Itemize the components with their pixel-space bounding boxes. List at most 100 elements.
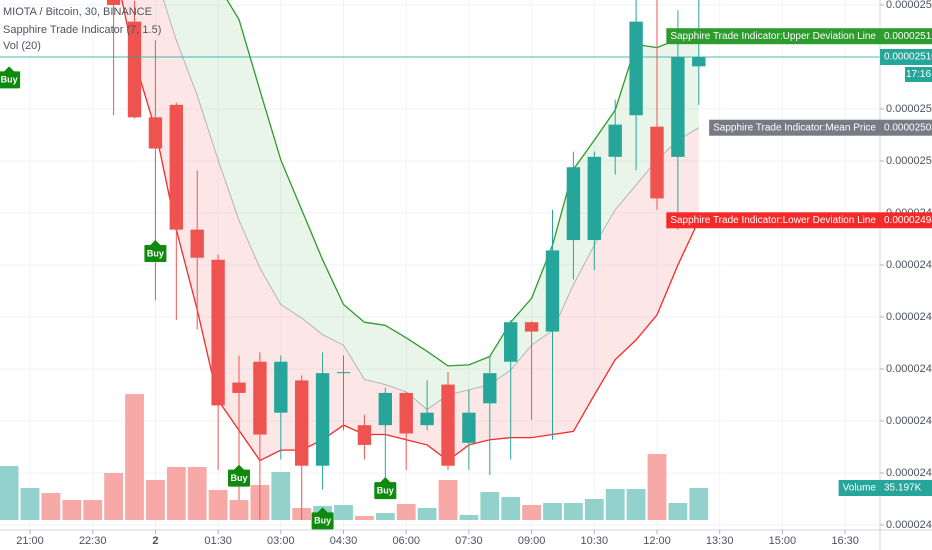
volume-bar xyxy=(668,503,688,520)
candle-body xyxy=(106,0,121,5)
x-tick-label: 07:30 xyxy=(455,535,483,547)
volume-bar xyxy=(0,466,19,520)
volume-value-tag-box xyxy=(880,480,932,497)
candle-body xyxy=(692,56,706,67)
volume-bar xyxy=(626,489,646,520)
volume-bar xyxy=(166,467,186,520)
volume-bar xyxy=(271,472,291,520)
indicator-line xyxy=(162,0,700,411)
y-tick-label: 0.00002490 xyxy=(886,259,932,271)
y-tick-label: 0.00002515 xyxy=(886,0,932,11)
buy-marker xyxy=(311,507,334,530)
candle-body xyxy=(357,425,372,445)
candle-body xyxy=(211,259,225,406)
y-tick-label: 0.00002480 xyxy=(886,363,932,375)
grid xyxy=(0,0,880,530)
volume-bar xyxy=(605,489,625,520)
candle-body xyxy=(420,412,434,426)
x-tick-label: 22:30 xyxy=(79,535,107,547)
volume-bar xyxy=(459,515,479,520)
x-tick-label: 10:30 xyxy=(581,535,609,547)
candle-body xyxy=(399,392,413,434)
volume-bar xyxy=(20,488,40,520)
candle-body xyxy=(148,117,163,149)
series-name-tag: Sapphire Trade Indicator:Lower Deviation… xyxy=(670,215,876,226)
candle-body xyxy=(169,104,183,230)
volume-bar xyxy=(229,500,249,520)
candle-body xyxy=(274,361,288,413)
y-tick-label: 0.00002505 xyxy=(886,103,932,115)
candle-body xyxy=(127,21,142,118)
candle-body xyxy=(650,126,664,199)
volume-bar xyxy=(396,504,416,520)
x-tick-label: 01:30 xyxy=(204,535,232,547)
x-tick-label: 15:00 xyxy=(769,535,797,547)
y-tick-label: 0.00002475 xyxy=(886,415,932,427)
x-tick-label: 03:00 xyxy=(267,535,295,547)
series-name-tag-box xyxy=(709,119,880,136)
candle-body xyxy=(441,384,455,466)
buy-marker xyxy=(0,66,21,89)
volume-bar xyxy=(501,497,521,520)
current-price-tag-box xyxy=(880,48,932,65)
series-value-tag: 0.00002512 xyxy=(884,31,932,42)
overlay: MIOTA / Bitcoin, 30, BINANCE Sapphire Tr… xyxy=(0,6,932,530)
volume-value-tag: 35.197K xyxy=(884,483,922,494)
volume-bar xyxy=(689,488,709,520)
series-name-tag: Sapphire Trade Indicator:Mean Price xyxy=(713,122,876,133)
volume-bar xyxy=(187,467,207,520)
series-name-tag: Sapphire Trade Indicator:Upper Deviation… xyxy=(670,31,876,42)
y-tick-label: 0.00002500 xyxy=(886,155,932,167)
y-tick-label: 0.00002485 xyxy=(886,311,932,323)
candle-body xyxy=(336,372,351,374)
time-left: 17:16 xyxy=(906,69,931,80)
y-tick-label: 0.00002465 xyxy=(886,519,932,531)
indicator-title: Sapphire Trade Indicator (7, 1.5) xyxy=(3,24,161,36)
candle-body xyxy=(232,382,246,393)
series-value-tag-box xyxy=(880,119,932,136)
series-value-tag: 0.00002494 xyxy=(884,215,932,226)
candle-body xyxy=(608,124,622,157)
buy-label: Buy xyxy=(1,75,18,85)
volume-bar xyxy=(62,500,82,520)
volume-bar xyxy=(104,473,124,520)
indicator-line xyxy=(226,0,699,367)
candle-body xyxy=(629,21,643,116)
time-left-box xyxy=(905,66,932,82)
series-name-tag-box xyxy=(666,28,880,45)
volume-bar xyxy=(146,480,165,520)
volume-bar xyxy=(417,508,437,520)
candle-body xyxy=(462,412,476,443)
volume-bar xyxy=(647,454,667,520)
x-tick-label: 2 xyxy=(152,535,158,547)
x-tick-label: 21:00 xyxy=(16,535,44,547)
series-value-tag: 0.00002503 xyxy=(884,122,932,133)
volume-name-tag: Volume xyxy=(843,483,877,494)
volume-bar xyxy=(208,490,228,520)
buy-label: Buy xyxy=(231,473,248,483)
buy-marker xyxy=(144,240,167,263)
buy-label: Buy xyxy=(314,516,331,526)
volume-bar xyxy=(375,513,395,520)
volume-bar xyxy=(522,505,542,520)
plot-area xyxy=(0,0,880,520)
buy-label: Buy xyxy=(377,486,394,496)
x-tick-label: 06:00 xyxy=(392,535,420,547)
candle-body xyxy=(315,373,330,466)
x-tick-label: 04:30 xyxy=(330,535,358,547)
volume-bar xyxy=(543,503,562,520)
x-tick-label: 09:00 xyxy=(518,535,546,547)
band-fill xyxy=(163,0,699,410)
candle-body xyxy=(378,392,392,426)
y-tick-label: 0.00002470 xyxy=(886,467,932,479)
volume-name-tag-box xyxy=(838,480,880,497)
chart-title: MIOTA / Bitcoin, 30, BINANCE xyxy=(3,6,152,18)
candle-body xyxy=(587,156,601,241)
x-tick-label: 13:30 xyxy=(706,535,734,547)
series-value-tag-box xyxy=(880,212,932,229)
volume-bar xyxy=(480,492,500,520)
candle-body xyxy=(190,229,204,258)
